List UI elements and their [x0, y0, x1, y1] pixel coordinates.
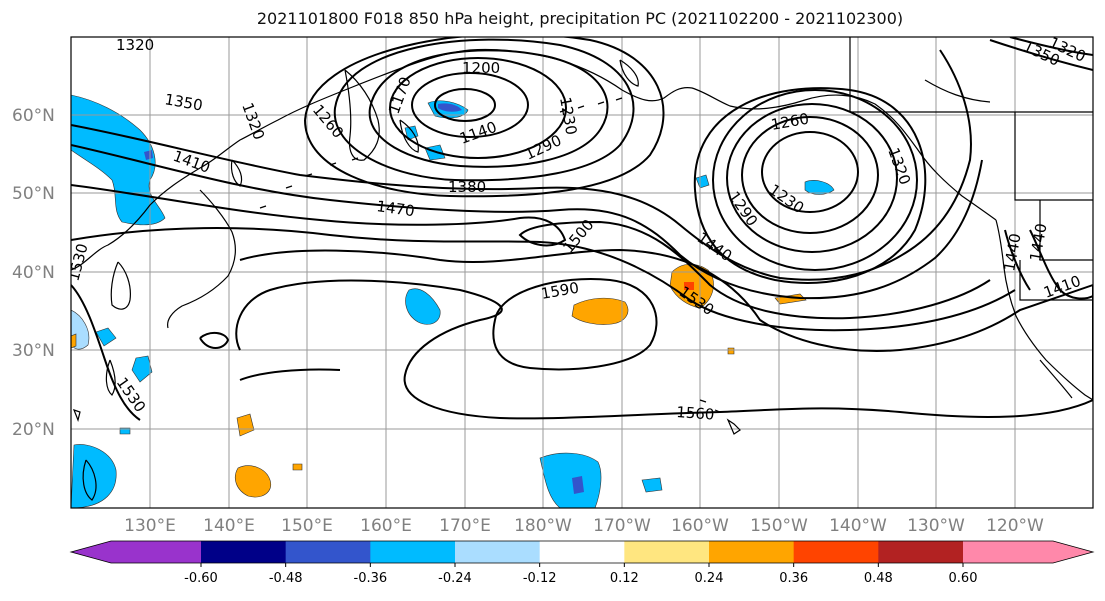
lon-label: 130°W — [907, 516, 965, 536]
colorbar-ticks: -0.60 -0.48 -0.36 -0.24 -0.12 0.12 0.24 0.36 0.4… — [184, 563, 977, 586]
lat-label: 30°N — [12, 341, 55, 361]
lon-label: 170°W — [593, 516, 651, 536]
colorbar-tick-label: -0.60 — [184, 571, 218, 586]
colorbar-outline — [69, 540, 1095, 564]
lat-label: 60°N — [12, 106, 55, 126]
colorbar-tick-label: 0.60 — [949, 571, 978, 586]
colorbar-tick-label: -0.36 — [354, 571, 388, 586]
map-frame — [70, 36, 1094, 509]
contour-label: 1380 — [448, 178, 486, 196]
graticule — [71, 37, 1093, 508]
lon-label: 160°W — [671, 516, 729, 536]
lon-label: 120°W — [986, 516, 1044, 536]
lon-label: 150°W — [750, 516, 808, 536]
lat-label: 40°N — [12, 263, 55, 283]
lon-label: 180°W — [514, 516, 572, 536]
colorbar-tick-label: -0.24 — [438, 571, 472, 586]
colorbar-extend-low — [71, 541, 201, 563]
contour-label: 1560 — [676, 403, 715, 424]
colorbar-segment — [878, 541, 964, 563]
latitude-labels: 60°N 50°N 40°N 30°N 20°N — [12, 106, 55, 440]
precip-positive-areas — [71, 263, 807, 498]
colorbar-tick-label: 0.48 — [864, 571, 893, 586]
colorbar-segment — [624, 541, 710, 563]
colorbar-segment — [201, 541, 287, 563]
colorbar-extend-high — [963, 541, 1093, 563]
lon-label: 140°E — [203, 516, 255, 536]
colorbar-segment — [539, 541, 625, 563]
lat-label: 20°N — [12, 420, 55, 440]
colorbar: -0.60 -0.48 -0.36 -0.24 -0.12 0.12 0.24 0.36 0.4… — [69, 540, 1095, 586]
colorbar-segment — [370, 541, 456, 563]
contour-label: 1200 — [462, 59, 500, 77]
height-contours — [71, 37, 1093, 421]
colorbar-segments — [69, 540, 1095, 564]
colorbar-tick-label: -0.48 — [269, 571, 303, 586]
colorbar-tick-label: -0.12 — [523, 571, 557, 586]
lon-label: 160°E — [360, 516, 412, 536]
precip-negative-core — [144, 103, 584, 494]
colorbar-tick-label: 0.12 — [610, 571, 639, 586]
contour-label: 1320 — [116, 36, 154, 54]
lon-label: 140°W — [829, 516, 887, 536]
colorbar-tick-label: 0.36 — [779, 571, 808, 586]
contour-label: 1470 — [375, 197, 415, 220]
map-title: 2021101800 F018 850 hPa height, precipit… — [256, 9, 904, 28]
colorbar-segment — [455, 541, 541, 563]
lat-label: 50°N — [12, 184, 55, 204]
lon-label: 130°E — [124, 516, 176, 536]
colorbar-tick-label: 0.24 — [695, 571, 724, 586]
colorbar-segment — [709, 541, 795, 563]
longitude-labels: 130°E 140°E 150°E 160°E 170°E 180°W 170°… — [124, 516, 1044, 536]
lon-label: 170°E — [439, 516, 491, 536]
colorbar-segment — [285, 541, 371, 563]
colorbar-segment — [793, 541, 879, 563]
lon-label: 150°E — [281, 516, 333, 536]
